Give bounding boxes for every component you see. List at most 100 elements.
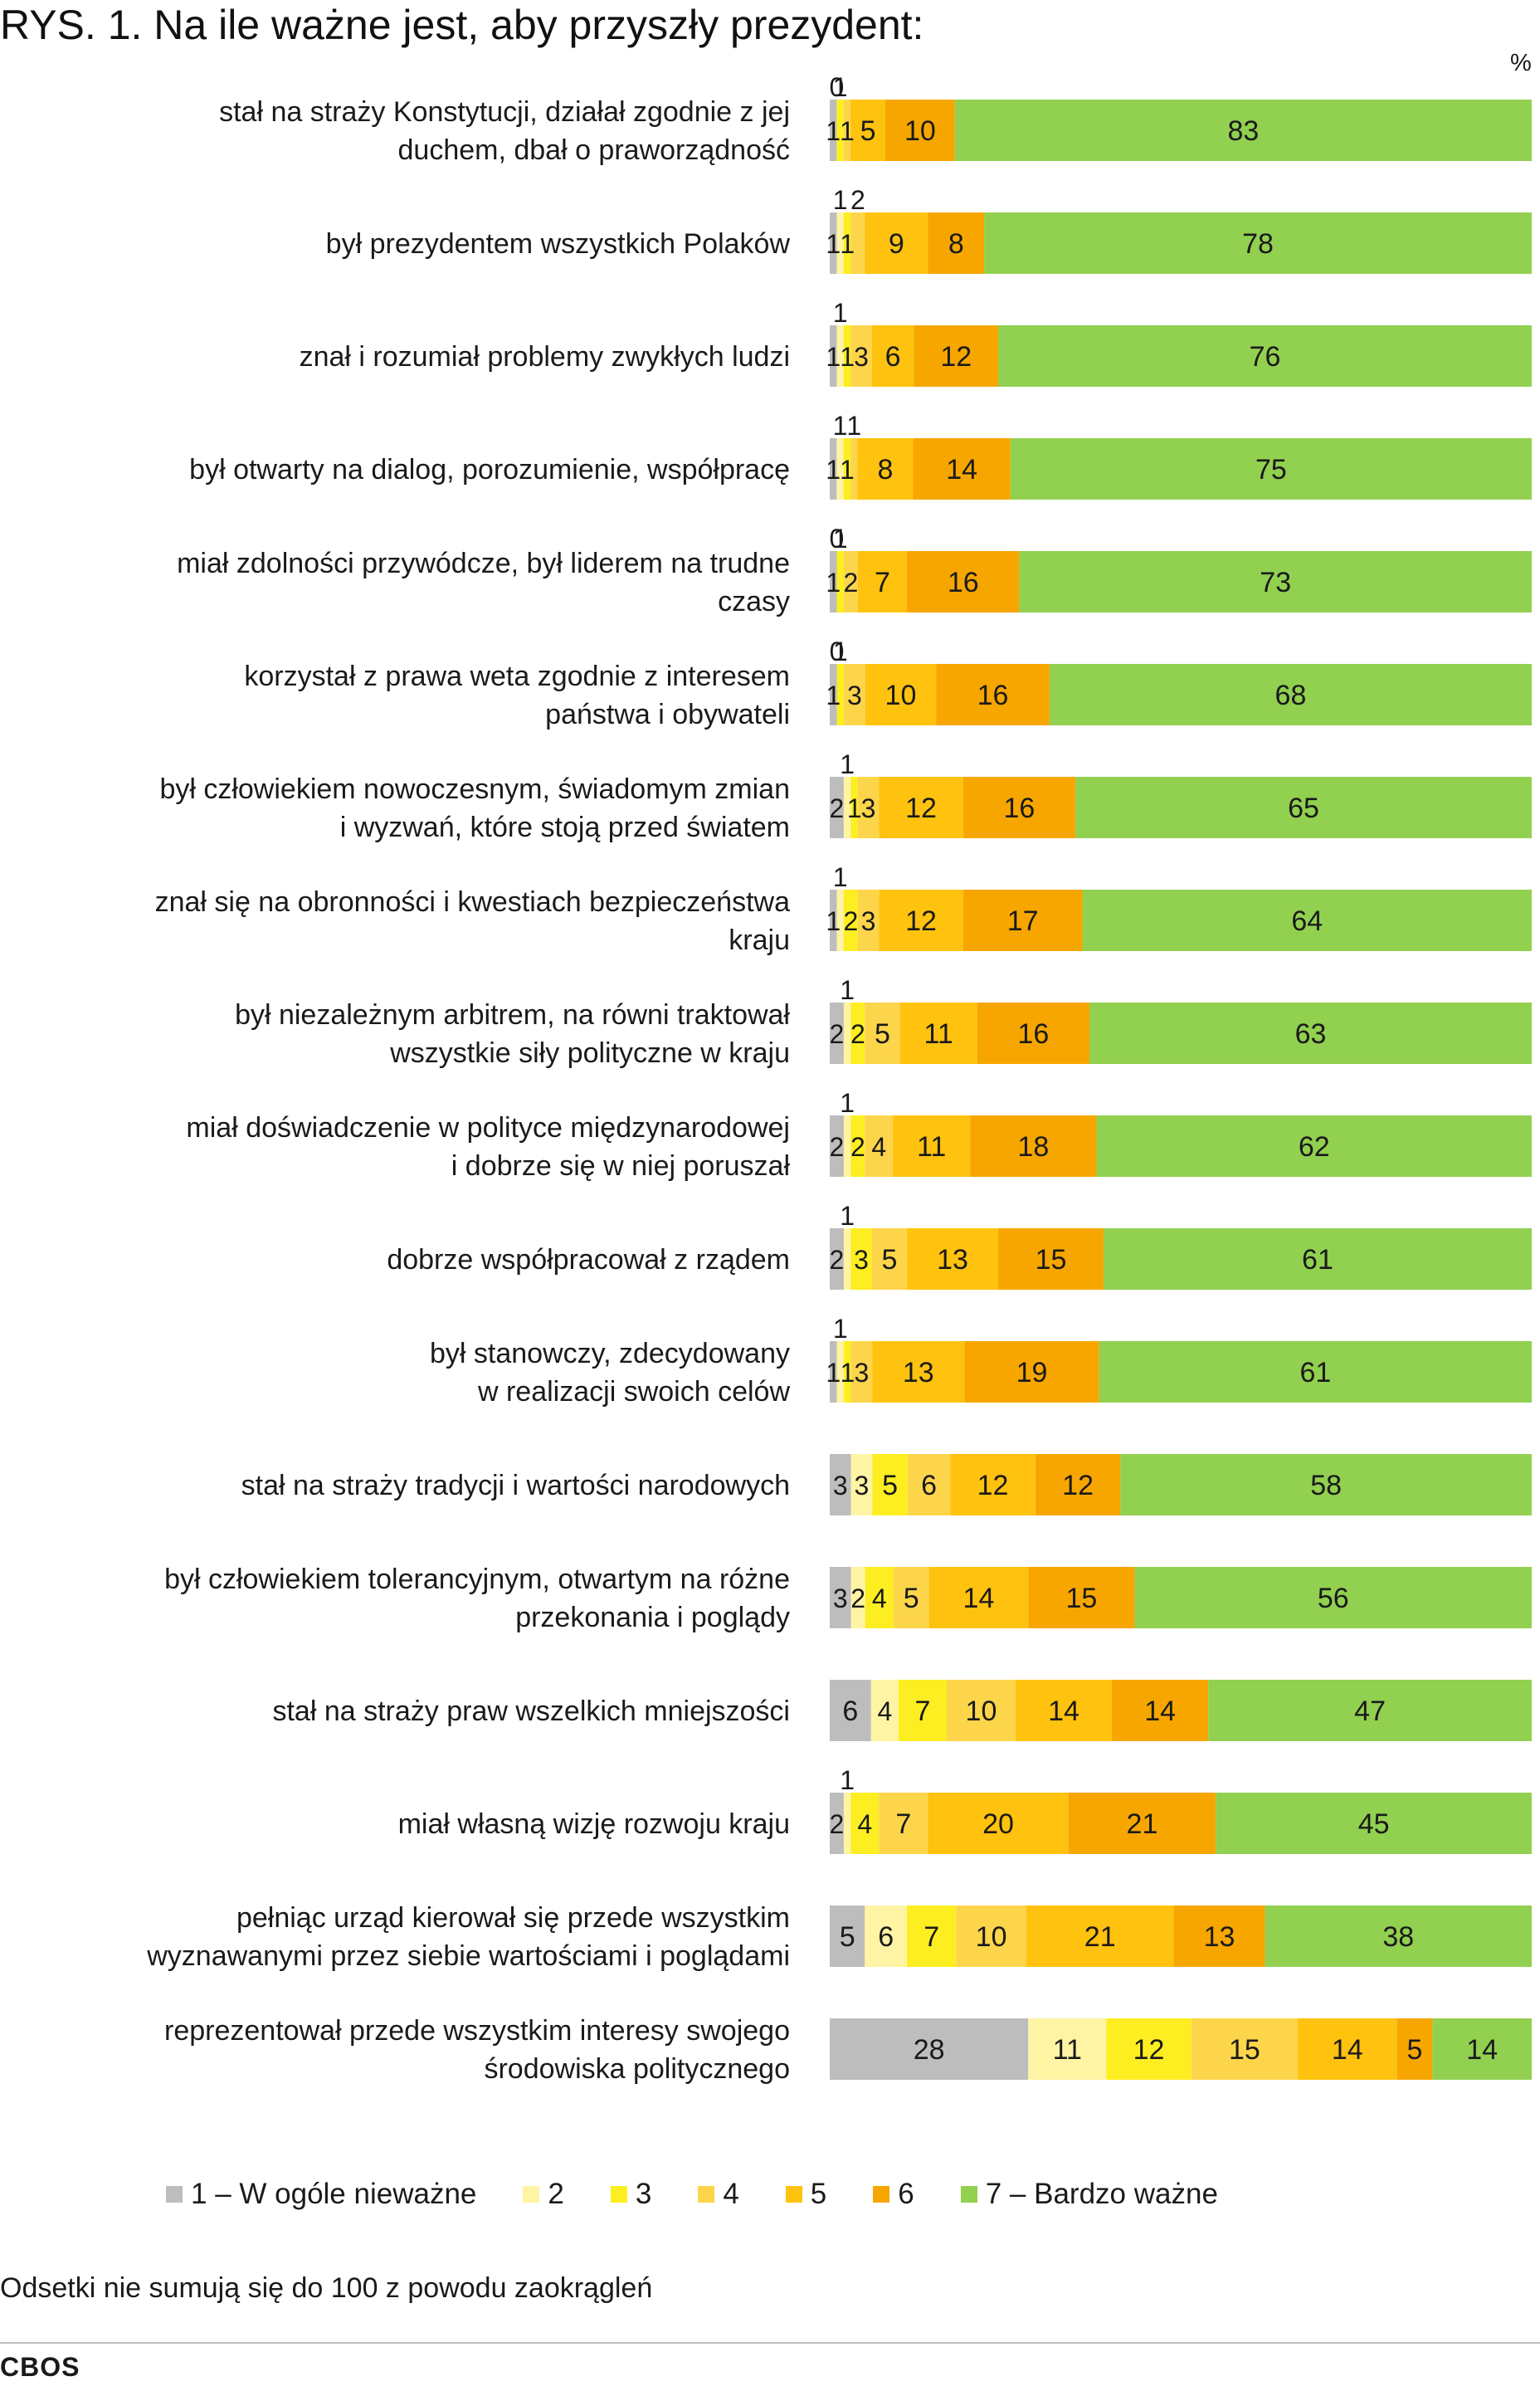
bar-segment-r17-7 bbox=[1265, 1905, 1532, 1967]
bar-segment-r11-6 bbox=[998, 1228, 1104, 1290]
bar-segment-r5-3 bbox=[836, 551, 844, 612]
legend-item-1: 1 – W ogóle nieważne bbox=[166, 2178, 476, 2211]
bar-segment-r8-5 bbox=[879, 890, 963, 951]
bar-segment-r7-3 bbox=[850, 777, 858, 838]
data-label-r14-6: 15 bbox=[1065, 1583, 1097, 1614]
data-label-r6-5: 10 bbox=[885, 680, 917, 711]
data-label-r15-2: 4 bbox=[877, 1696, 892, 1726]
bar-segment-r10-1 bbox=[830, 1115, 844, 1177]
data-label-r11-2: 1 bbox=[840, 1201, 855, 1231]
category-label-17: pełniąc urząd kierował się przede wszyst… bbox=[146, 1902, 790, 1972]
bar-segment-r2-2 bbox=[836, 212, 844, 274]
bar-segment-r4-3 bbox=[843, 438, 851, 500]
bar-segment-r14-3 bbox=[865, 1567, 894, 1628]
legend-label-2: 2 bbox=[548, 2178, 564, 2210]
data-label-r10-7: 62 bbox=[1299, 1131, 1330, 1163]
data-label-r12-5: 13 bbox=[903, 1357, 934, 1388]
legend-item-3: 3 bbox=[610, 2178, 652, 2211]
data-label-r6-2: 0 bbox=[830, 637, 845, 666]
bar-segment-r16-5 bbox=[928, 1793, 1069, 1854]
data-label-r18-4: 15 bbox=[1229, 2034, 1260, 2066]
bar-segment-r3-4 bbox=[850, 325, 872, 387]
data-label-r4-2: 1 bbox=[833, 411, 848, 441]
data-label-r11-6: 15 bbox=[1036, 1244, 1067, 1276]
chart-title: RYS. 1. Na ile ważne jest, aby przyszły … bbox=[0, 2, 924, 48]
bar-segment-r8-6 bbox=[962, 890, 1083, 951]
bar-segment-r2-7 bbox=[984, 212, 1532, 274]
bar-segment-r15-3 bbox=[898, 1680, 947, 1741]
legend-item-6: 6 bbox=[873, 2178, 914, 2211]
data-label-r13-6: 12 bbox=[1062, 1470, 1094, 1501]
data-label-r14-4: 5 bbox=[904, 1583, 919, 1614]
bar-segment-r1-4 bbox=[843, 100, 851, 161]
category-label-11: dobrze współpracował z rządem bbox=[387, 1244, 790, 1276]
bar-segment-r11-7 bbox=[1103, 1228, 1532, 1290]
legend-swatch-3 bbox=[610, 2186, 627, 2203]
bar-segment-r11-2 bbox=[843, 1228, 851, 1290]
bar-segment-r15-5 bbox=[1015, 1680, 1113, 1741]
data-label-r18-7: 14 bbox=[1466, 2034, 1498, 2066]
bar-segment-r8-1 bbox=[830, 890, 837, 951]
bar-segment-r7-7 bbox=[1075, 777, 1532, 838]
data-label-r9-2: 1 bbox=[840, 975, 855, 1005]
data-label-r3-2: 1 bbox=[833, 298, 848, 328]
legend-swatch-7 bbox=[960, 2186, 977, 2203]
bar-segment-r16-6 bbox=[1068, 1793, 1216, 1854]
data-label-r3-1: 1 bbox=[826, 342, 841, 372]
data-label-r17-1: 5 bbox=[840, 1921, 855, 1953]
data-label-r7-2: 1 bbox=[840, 749, 855, 779]
bar-segment-r9-2 bbox=[843, 1003, 851, 1064]
bar-row-18: reprezentował przede wszystkim interesy … bbox=[164, 2015, 1532, 2085]
bar-row-16: miał własną wizję rozwoju kraju 7 20 21 4521… bbox=[398, 1765, 1532, 1854]
data-label-r15-7: 47 bbox=[1354, 1696, 1386, 1727]
bar-segment-r9-7 bbox=[1089, 1003, 1532, 1064]
data-label-r1-3: 1 bbox=[833, 75, 848, 102]
bar-segment-r1-7 bbox=[954, 100, 1532, 161]
bar-segment-r15-7 bbox=[1208, 1680, 1532, 1741]
data-label-r8-3: 2 bbox=[843, 906, 858, 936]
data-label-r18-3: 12 bbox=[1133, 2034, 1165, 2066]
bar-row-1: stał na straży Konstytucji, działał zgod… bbox=[219, 75, 1532, 166]
bar-segment-r18-7 bbox=[1432, 2018, 1532, 2080]
bar-segment-r14-2 bbox=[850, 1567, 865, 1628]
legend-label-6: 6 bbox=[898, 2178, 914, 2210]
data-label-r8-6: 17 bbox=[1007, 905, 1039, 937]
data-label-r5-2: 0 bbox=[830, 524, 845, 554]
legend-swatch-5 bbox=[785, 2186, 802, 2203]
bar-segment-r2-3 bbox=[843, 212, 851, 274]
bar-row-5: miał zdolności przywódcze, był liderem n… bbox=[177, 524, 1532, 617]
data-label-r15-6: 14 bbox=[1144, 1696, 1176, 1727]
data-label-r8-4: 3 bbox=[861, 906, 876, 936]
data-label-r5-6: 16 bbox=[948, 567, 979, 598]
data-label-r16-5: 20 bbox=[982, 1808, 1014, 1840]
legend-label-3: 3 bbox=[635, 2178, 652, 2210]
data-label-r10-3: 2 bbox=[850, 1132, 865, 1162]
bar-segment-r3-7 bbox=[998, 325, 1532, 387]
bar-segment-r12-7 bbox=[1099, 1341, 1532, 1403]
data-label-r10-6: 18 bbox=[1017, 1131, 1049, 1163]
bar-row-17: pełniąc urząd kierował się przede wszyst… bbox=[146, 1902, 1532, 1972]
bar-segment-r1-1 bbox=[830, 100, 837, 161]
data-label-r8-2: 1 bbox=[833, 862, 848, 892]
bar-segment-r3-6 bbox=[914, 325, 999, 387]
legend-label-1: 1 – W ogóle nieważne bbox=[191, 2178, 477, 2210]
data-label-r5-7: 73 bbox=[1260, 567, 1291, 598]
data-label-r9-7: 63 bbox=[1295, 1018, 1327, 1050]
data-label-r12-1: 1 bbox=[826, 1358, 841, 1388]
bar-row-7: był człowiekiem nowoczesnym, świadomym z… bbox=[159, 749, 1532, 843]
data-label-r12-6: 19 bbox=[1016, 1357, 1048, 1388]
bar-segment-r11-5 bbox=[907, 1228, 999, 1290]
data-label-r1-5: 5 bbox=[860, 115, 876, 147]
data-label-r13-1: 3 bbox=[833, 1471, 848, 1500]
bar-segment-r14-5 bbox=[928, 1567, 1029, 1628]
bar-segment-r9-1 bbox=[830, 1003, 844, 1064]
data-label-r6-3: 1 bbox=[833, 637, 848, 666]
data-label-r2-4: 2 bbox=[850, 185, 865, 215]
data-label-r3-4: 3 bbox=[854, 342, 869, 372]
bar-segment-r4-7 bbox=[1010, 438, 1532, 500]
legend-label-4: 4 bbox=[723, 2178, 739, 2210]
data-label-r12-2: 1 bbox=[833, 1314, 848, 1344]
data-label-r18-1: 28 bbox=[914, 2034, 945, 2066]
data-label-r9-1: 2 bbox=[830, 1019, 845, 1049]
bar-segment-r10-7 bbox=[1096, 1115, 1532, 1177]
